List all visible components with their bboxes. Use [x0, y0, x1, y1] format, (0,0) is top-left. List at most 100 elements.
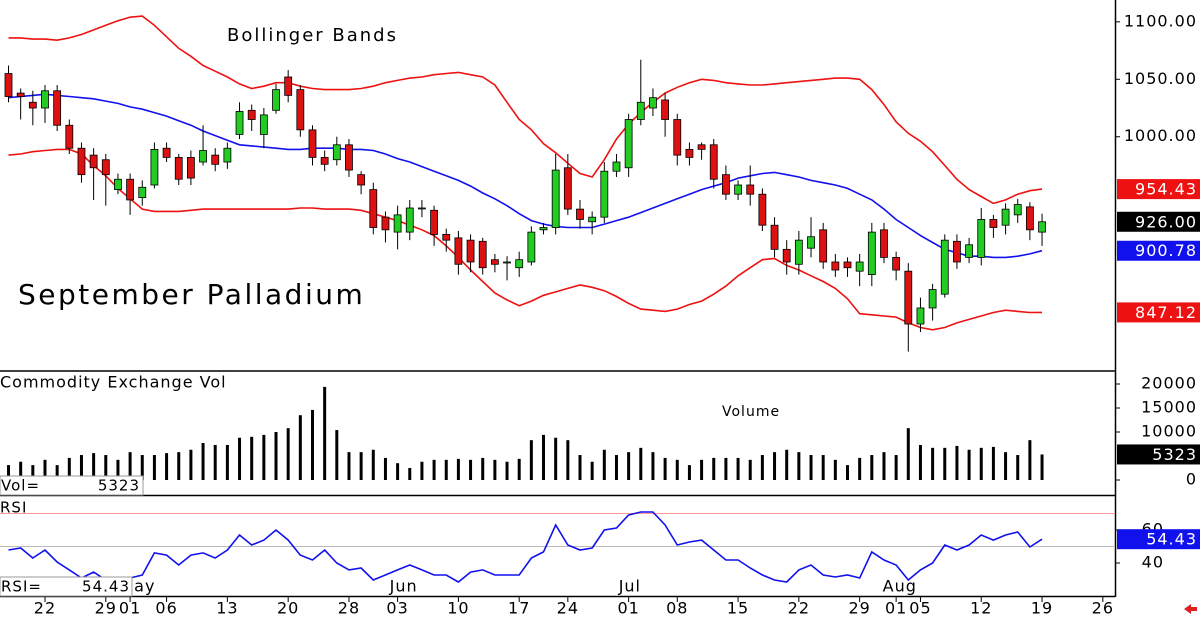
- subtitle: Bollinger Bands: [227, 25, 398, 46]
- x-tick-label: 26: [1092, 599, 1114, 618]
- volume-bar: [238, 437, 242, 480]
- x-tick-label: 03: [386, 599, 408, 618]
- volume-bar: [967, 449, 971, 480]
- candle-body: [819, 229, 828, 263]
- candle-body: [794, 239, 803, 265]
- candle-body: [661, 99, 670, 120]
- candle-body: [101, 159, 110, 176]
- x-tick-label: 19: [1031, 599, 1053, 618]
- candle-body: [867, 231, 876, 276]
- candle-body: [150, 148, 159, 186]
- volume-bar: [420, 461, 424, 480]
- volume-bar: [43, 459, 47, 480]
- candle-body: [405, 207, 414, 233]
- volume-bar: [700, 459, 704, 480]
- candle-body: [259, 114, 268, 135]
- candle-body: [563, 167, 572, 210]
- candle-body: [807, 236, 815, 249]
- close-badge: [1117, 211, 1200, 232]
- volume-bar: [92, 453, 96, 480]
- candle-body: [1013, 204, 1022, 216]
- volume-bar: [274, 432, 278, 480]
- volume-bar: [152, 455, 156, 480]
- candle-body: [916, 307, 925, 325]
- x-tick-label: 01: [885, 599, 907, 618]
- volume-bar: [165, 453, 169, 480]
- volume-bar: [882, 452, 886, 480]
- volume-bar: [55, 465, 59, 480]
- volume-bar: [675, 459, 679, 480]
- x-tick-label: 22: [788, 599, 810, 618]
- band-value-badge: [1117, 302, 1200, 323]
- candle-body: [211, 154, 220, 165]
- band-value-badge: [1117, 240, 1200, 261]
- candle-body: [466, 239, 475, 263]
- candle-body: [685, 148, 694, 158]
- volume-bar: [505, 461, 509, 480]
- candle-body: [551, 169, 560, 228]
- y-tick-label: 40: [1142, 553, 1164, 572]
- candle-body: [1001, 208, 1010, 226]
- candle-body: [928, 289, 937, 309]
- candle-body: [989, 219, 998, 228]
- candle-body: [223, 147, 232, 163]
- volume-bar: [201, 443, 205, 480]
- band-value-badge: [1117, 179, 1200, 200]
- volume-bar: [262, 434, 266, 480]
- candle-body: [746, 184, 755, 195]
- candle-body: [539, 227, 548, 231]
- band-value-badge-label: 900.78: [1135, 241, 1197, 260]
- candle-body: [114, 178, 122, 190]
- volume-bar: [991, 446, 995, 480]
- volume-bar: [724, 457, 728, 480]
- candle-body: [576, 208, 584, 220]
- chart-title: September Palladium: [18, 278, 365, 311]
- candle-body: [490, 259, 499, 265]
- candle-body: [709, 144, 718, 180]
- candle-body: [381, 216, 390, 231]
- scroll-arrow[interactable]: [1184, 604, 1197, 614]
- x-tick-label: 24: [557, 599, 579, 618]
- readout-label: RSI=: [1, 578, 42, 596]
- volume-bar: [894, 455, 898, 480]
- volume-bar: [542, 434, 546, 480]
- volume-bar: [104, 455, 108, 480]
- volume-bar: [432, 459, 436, 480]
- band-value-badge-label: 954.43: [1135, 180, 1197, 199]
- volume-bar: [128, 452, 132, 480]
- rsi-badge-label: 54.43: [1146, 530, 1197, 549]
- candle-body: [965, 244, 973, 258]
- candle-body: [430, 209, 438, 235]
- candle-body: [758, 193, 767, 226]
- candle-body: [782, 248, 791, 263]
- volume-bar: [371, 449, 375, 480]
- candle-body: [53, 90, 62, 126]
- volume-bar: [323, 386, 327, 480]
- candle-body: [89, 154, 98, 169]
- volume-bar: [359, 452, 363, 480]
- volume-bar: [590, 461, 594, 480]
- volume-bar: [955, 445, 959, 480]
- volume-bar: [189, 449, 193, 480]
- volume-bar: [1040, 454, 1044, 480]
- x-tick-label: 29: [848, 599, 870, 618]
- volume-bar: [469, 459, 473, 480]
- x-tick-label: 22: [34, 599, 56, 618]
- volume-bar: [736, 457, 740, 480]
- candle-body: [843, 261, 852, 269]
- candle-body: [65, 124, 74, 149]
- candle-body: [138, 186, 147, 199]
- volume-bar: [979, 447, 983, 480]
- volume-bar: [639, 447, 643, 480]
- candle-body: [186, 157, 195, 179]
- candle-body: [454, 237, 463, 265]
- month-label: Jun: [389, 577, 418, 596]
- x-tick-label: 12: [970, 599, 992, 618]
- volume-bar: [614, 455, 618, 480]
- candle-body: [892, 256, 901, 271]
- candle-body: [284, 76, 293, 96]
- volume-bar: [335, 430, 339, 480]
- candle-body: [697, 144, 706, 150]
- close-badge-label: 926.00: [1135, 212, 1197, 231]
